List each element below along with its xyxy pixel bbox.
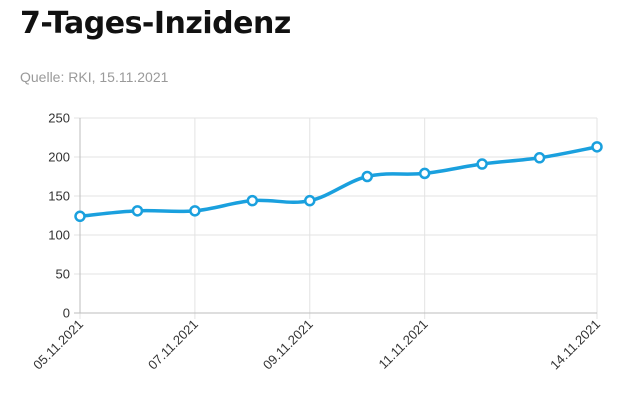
data-point [418,167,431,180]
data-point [189,205,201,217]
data-point [74,210,86,223]
series [74,141,603,223]
y-tick-label: 0 [63,306,70,321]
data-point [476,158,488,170]
grid [74,117,598,319]
x-axis-ticks: 05.11.2021 07.11.2021 09.11.2021 11.11.2021… [30,317,603,373]
x-tick-label: 05.11.2021 [30,317,86,373]
y-tick-label: 150 [48,189,70,204]
y-tick-label: 200 [48,150,70,165]
data-point [246,194,259,207]
data-point [304,194,316,207]
y-tick-label: 100 [48,228,70,243]
x-tick-label: 11.11.2021 [376,317,431,372]
series-line [78,145,599,219]
page-title: 7-Tages-Inzidenz [20,6,291,41]
data-point [131,205,144,217]
x-tick-label: 14.11.2021 [547,317,603,373]
y-tick-label: 50 [56,267,70,282]
data-point [361,170,373,183]
x-tick-label: 07.11.2021 [145,317,201,373]
source-note: Quelle: RKI, 15.11.2021 [20,69,169,85]
y-axis-ticks: 0 50 100 150 200 250 [48,111,70,321]
data-point [533,152,546,164]
axes [74,118,597,314]
data-point [591,141,603,153]
x-tick-label: 09.11.2021 [260,317,316,373]
y-tick-label: 250 [48,111,70,126]
